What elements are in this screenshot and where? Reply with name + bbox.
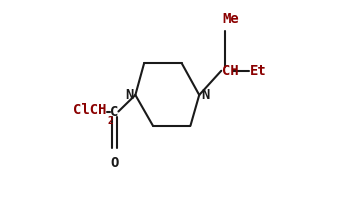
Text: C: C bbox=[110, 105, 119, 118]
Text: O: O bbox=[110, 156, 119, 169]
Text: Me: Me bbox=[222, 12, 239, 26]
Text: 2: 2 bbox=[107, 116, 113, 126]
Text: Et: Et bbox=[250, 64, 267, 78]
Text: CH: CH bbox=[222, 64, 239, 78]
Text: N: N bbox=[125, 88, 134, 102]
Text: ClCH: ClCH bbox=[73, 103, 107, 117]
Text: N: N bbox=[201, 88, 210, 102]
